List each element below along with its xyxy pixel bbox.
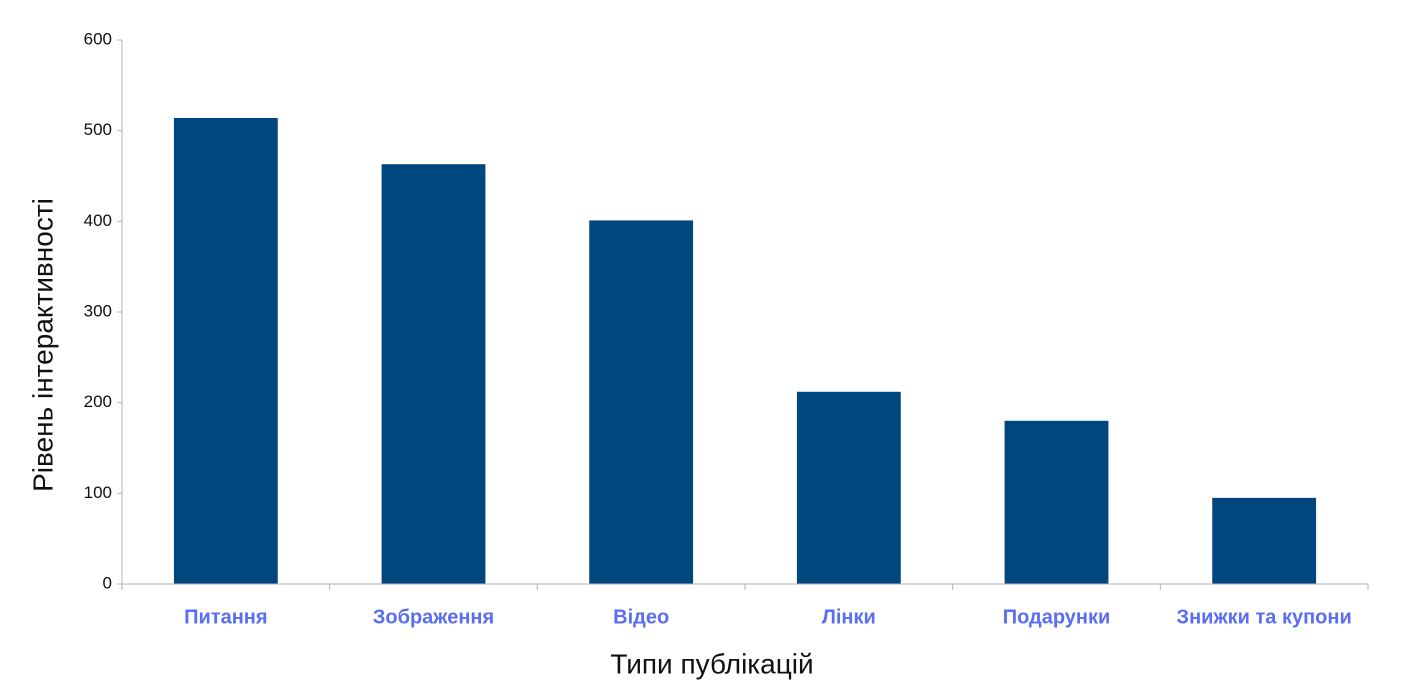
y-tick-label: 200 bbox=[84, 392, 112, 411]
y-axis-title: Рівень інтерактивності bbox=[27, 198, 58, 492]
bar bbox=[173, 117, 278, 585]
y-tick-label: 300 bbox=[84, 301, 112, 320]
bar bbox=[381, 164, 486, 585]
x-tick-label: Знижки та купони bbox=[1177, 606, 1352, 628]
x-axis-title: Типи публікацій bbox=[610, 648, 813, 679]
y-tick-label: 0 bbox=[103, 573, 112, 592]
y-tick-label: 600 bbox=[84, 29, 112, 48]
x-tick-label: Подарунки bbox=[1003, 606, 1111, 628]
y-tick-label: 100 bbox=[84, 483, 112, 502]
bar bbox=[1212, 497, 1317, 584]
x-tick-label: Лінки bbox=[822, 606, 876, 628]
y-tick-label: 500 bbox=[84, 120, 112, 139]
bar bbox=[589, 220, 694, 584]
x-tick-label: Питання bbox=[184, 606, 267, 628]
bar bbox=[1004, 420, 1109, 584]
y-tick-label: 400 bbox=[84, 211, 112, 230]
bar bbox=[796, 391, 901, 584]
x-tick-label: Зображення bbox=[373, 606, 494, 628]
x-tick-label: Відео bbox=[613, 606, 669, 628]
